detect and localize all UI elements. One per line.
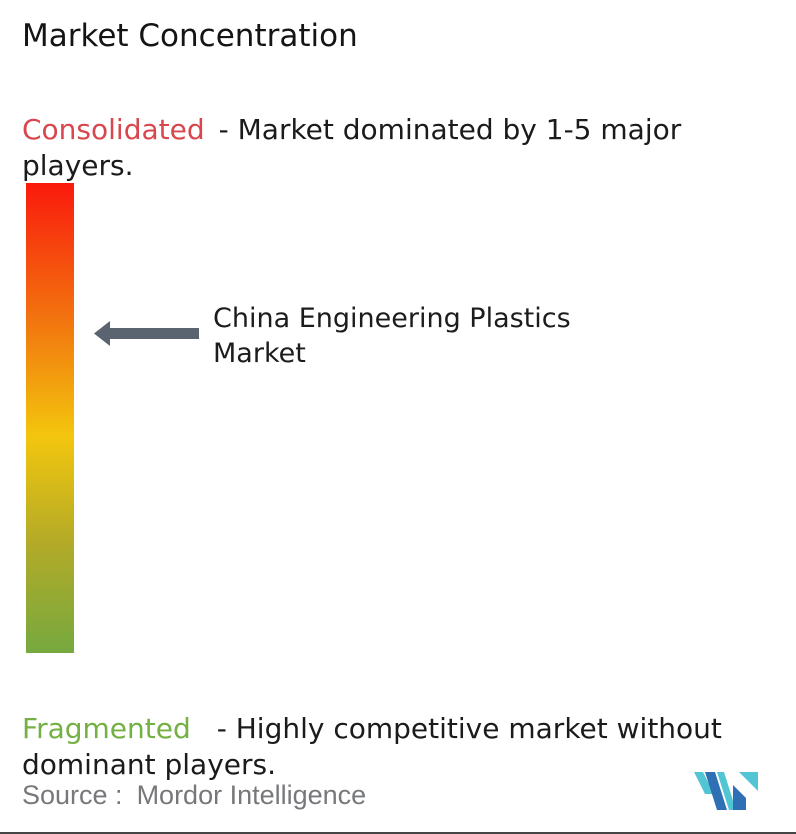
fragmented-text: - Highly competitive market without domi… xyxy=(22,712,722,781)
mordor-intelligence-logo xyxy=(694,772,758,810)
logo-teal-mid-stripe xyxy=(717,772,736,810)
left-arrow-icon xyxy=(94,321,199,346)
gradient-bar-rect xyxy=(26,183,74,653)
source-line: Source : Mordor Intelligence xyxy=(22,780,366,811)
market-annotation-label: China Engineering Plastics Market xyxy=(213,303,571,369)
fragmented-description: Fragmented - Highly competitive market wi… xyxy=(22,711,782,783)
logo-navy-right-bar xyxy=(733,785,746,810)
source-prefix: Source : xyxy=(22,780,123,810)
logo-teal-corner-triangle xyxy=(739,772,758,791)
logo-teal-left-stripe xyxy=(694,772,714,794)
consolidated-label: Consolidated xyxy=(22,113,205,146)
page-title: Market Concentration xyxy=(22,18,358,54)
bottom-divider xyxy=(0,832,796,834)
concentration-gradient-bar xyxy=(26,183,74,653)
consolidated-description: Consolidated - Market dominated by 1-5 ma… xyxy=(22,112,762,184)
source-name: Mordor Intelligence xyxy=(136,780,367,810)
consolidated-text: - Market dominated by 1-5 major players. xyxy=(22,113,682,182)
fragmented-label: Fragmented xyxy=(22,712,191,745)
logo-navy-band xyxy=(705,772,727,810)
left-arrow-shape xyxy=(94,321,199,346)
